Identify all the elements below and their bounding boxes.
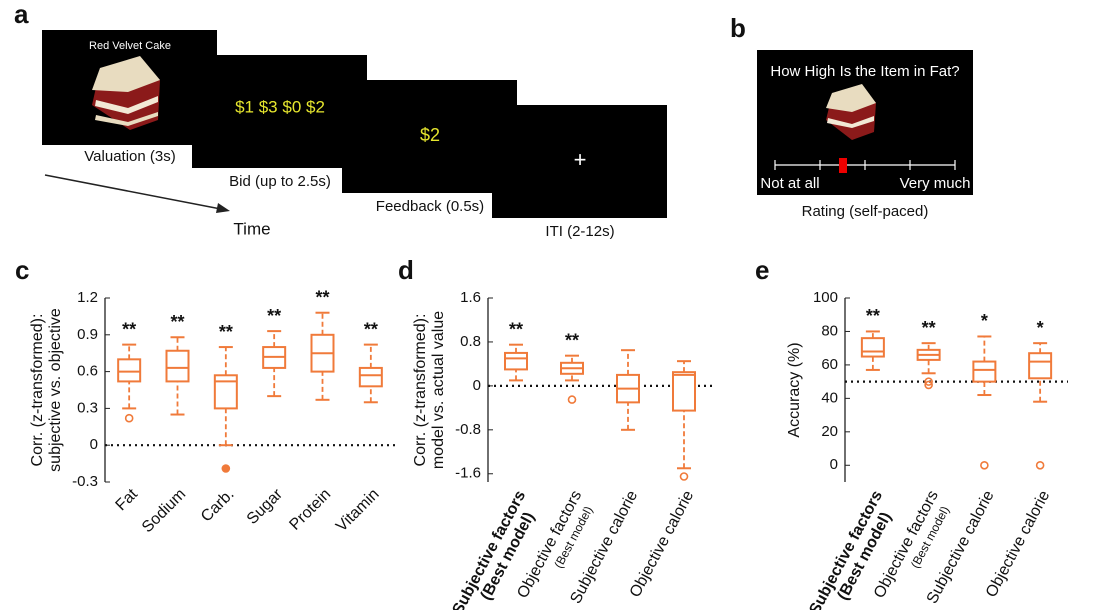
- y-tick-label: 40: [821, 389, 838, 406]
- box: [862, 338, 884, 356]
- y-axis-label: subjective vs. objective: [47, 308, 64, 472]
- significance: **: [565, 330, 579, 350]
- arrow-head: [216, 203, 230, 213]
- significance: **: [509, 319, 523, 339]
- panel-label: d: [398, 255, 414, 285]
- y-axis-label: Corr. (z-transformed):: [29, 314, 46, 467]
- y-tick-label: 1.6: [460, 289, 481, 306]
- y-tick-label: 0.6: [77, 363, 98, 380]
- screen-caption: Valuation (3s): [84, 148, 175, 165]
- y-tick-label: 100: [813, 289, 838, 306]
- box: [118, 359, 140, 381]
- outlier: [681, 473, 688, 480]
- x-tick-label: Sodium: [139, 486, 189, 536]
- box: [167, 351, 189, 382]
- y-tick-label: 80: [821, 322, 838, 339]
- significance: **: [267, 306, 281, 326]
- figure: a b Red Velvet Cake Valuation (3s) $1 $3…: [0, 0, 1103, 610]
- y-tick-label: 0.8: [460, 333, 481, 350]
- screen-caption: Bid (up to 2.5s): [229, 173, 331, 190]
- rating-cursor: [839, 158, 847, 173]
- y-axis-label: Corr. (z-transformed):: [412, 314, 429, 467]
- x-tick-label: Fat: [113, 485, 142, 514]
- y-tick-label: 0.3: [77, 399, 98, 416]
- x-tick-group: Protein: [286, 486, 334, 534]
- x-tick-label: Protein: [286, 486, 334, 534]
- y-tick-label: 0: [830, 456, 838, 473]
- screen-caption: ITI (2-12s): [545, 223, 614, 240]
- outlier: [569, 396, 576, 403]
- screen-caption: Rating (self-paced): [802, 203, 929, 220]
- screen-text: $2: [420, 125, 440, 145]
- y-tick-label: 0.9: [77, 326, 98, 343]
- x-tick-group: Objective calorie: [983, 488, 1054, 601]
- x-tick-group: Fat: [113, 485, 142, 514]
- panel-label: a: [14, 0, 29, 29]
- box: [505, 353, 527, 369]
- y-tick-label: -0.3: [72, 473, 98, 490]
- x-tick-label: Objective calorie: [627, 488, 698, 601]
- outlier: [126, 415, 133, 422]
- x-tick-label: Carb.: [198, 486, 238, 526]
- rating-question: How High Is the Item in Fat?: [770, 63, 959, 80]
- y-tick-label: 20: [821, 423, 838, 440]
- outlier: [1037, 462, 1044, 469]
- time-label: Time: [233, 219, 270, 238]
- significance: *: [981, 311, 988, 331]
- box: [215, 375, 237, 408]
- y-axis-label: model vs. actual value: [430, 311, 447, 469]
- x-tick-group: Sodium: [139, 486, 189, 536]
- x-tick-label: Sugar: [244, 485, 287, 528]
- panel-label: c: [15, 255, 29, 285]
- x-tick-label: Vitamin: [333, 486, 383, 536]
- x-tick-group: Objective calorie: [627, 488, 698, 601]
- significance: **: [170, 312, 184, 332]
- box: [1029, 353, 1051, 378]
- significance: *: [1037, 318, 1044, 338]
- panel-label: b: [730, 13, 746, 43]
- scale-right: Very much: [900, 175, 971, 192]
- outlier: [222, 465, 229, 472]
- box: [973, 362, 995, 382]
- significance: **: [866, 306, 880, 326]
- y-tick-label: 0: [90, 436, 98, 453]
- significance: **: [315, 287, 329, 307]
- x-tick-label: Objective calorie: [983, 488, 1054, 601]
- y-tick-label: 1.2: [77, 289, 98, 306]
- significance: **: [122, 319, 136, 339]
- x-tick-group: Carb.: [198, 486, 238, 526]
- screen-text: +: [574, 147, 587, 172]
- box: [673, 372, 695, 410]
- time-arrow: [45, 175, 226, 210]
- significance: **: [364, 319, 378, 339]
- scale-left: Not at all: [760, 175, 819, 192]
- outlier: [981, 462, 988, 469]
- y-tick-label: -0.8: [455, 421, 481, 438]
- y-tick-label: 0: [473, 377, 481, 394]
- box: [360, 368, 382, 386]
- x-tick-group: Sugar: [244, 485, 287, 528]
- y-tick-label: -1.6: [455, 465, 481, 482]
- panel-label: e: [755, 255, 769, 285]
- screen-caption: Feedback (0.5s): [376, 198, 484, 215]
- x-tick-group: Vitamin: [333, 486, 383, 536]
- significance: **: [922, 318, 936, 338]
- screen-text: $1 $3 $0 $2: [235, 97, 325, 116]
- screen-text: Red Velvet Cake: [89, 40, 171, 52]
- significance: **: [219, 322, 233, 342]
- y-tick-label: 60: [821, 356, 838, 373]
- y-axis-label: Accuracy (%): [786, 342, 803, 437]
